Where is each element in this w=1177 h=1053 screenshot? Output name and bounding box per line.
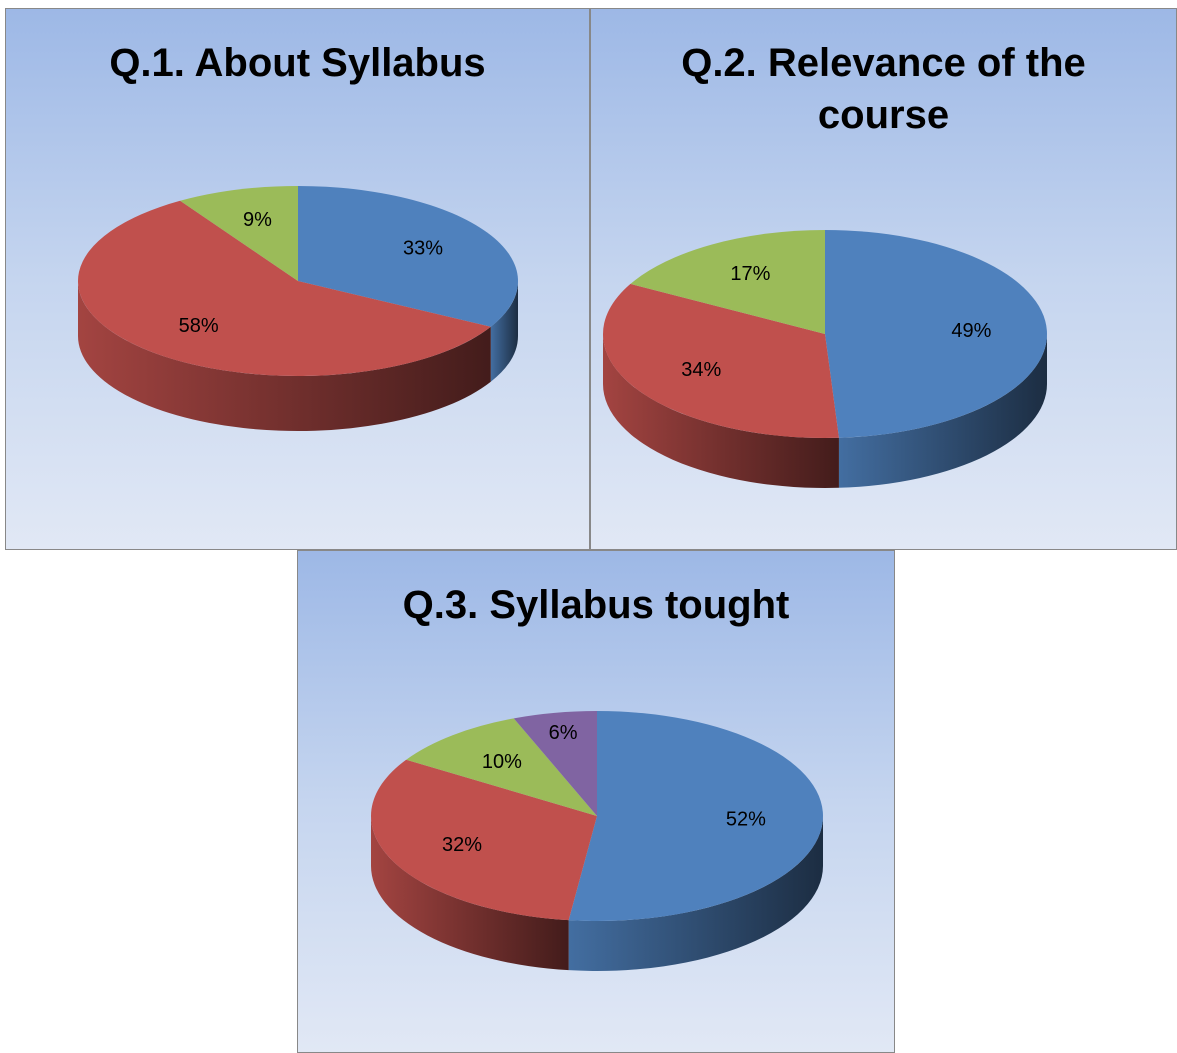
- chart-panel: 33% 58% 9% Q.1. About Syllabus: [5, 8, 590, 550]
- chart-title: Q.2. Relevance of the course: [681, 41, 1086, 137]
- data-label: 32%: [442, 834, 482, 856]
- data-label: 49%: [951, 320, 991, 342]
- data-label: 33%: [403, 237, 443, 259]
- data-label: 34%: [681, 359, 721, 381]
- data-label: 10%: [482, 751, 522, 773]
- data-label: 6%: [549, 722, 578, 744]
- pie-slice: [568, 711, 823, 921]
- pie-slice: [370, 759, 597, 921]
- pie-side: [838, 334, 1047, 488]
- pie-side: [77, 281, 491, 432]
- pie-slice: [77, 200, 491, 376]
- data-label: 17%: [730, 263, 770, 285]
- pie-side: [371, 816, 569, 971]
- pie-side: [490, 281, 518, 382]
- pie-chart: 49% 34% 17%: [603, 230, 1048, 488]
- chart-panel: 49% 34% 17% Q.2. Relevance of the course: [590, 8, 1177, 550]
- pie-chart: 52% 32% 10% 6%: [370, 711, 823, 971]
- pie-slice: [825, 230, 1048, 438]
- pie-slice: [513, 711, 597, 816]
- pie-slice: [603, 283, 839, 438]
- pie-slice: [406, 718, 597, 816]
- data-label: 52%: [726, 809, 766, 831]
- chart-title: Q.1. About Syllabus: [109, 41, 486, 85]
- pie-chart: 33% 58% 9%: [77, 186, 519, 432]
- chart-panel: 52% 32% 10% 6% Q.3. Syllabus tought: [297, 550, 895, 1053]
- data-label: 9%: [243, 209, 272, 231]
- pie-side: [603, 334, 839, 488]
- data-label: 58%: [179, 315, 219, 337]
- pie-side: [568, 816, 823, 971]
- pie-slice: [630, 230, 825, 334]
- chart-title: Q.3. Syllabus tought: [402, 583, 790, 627]
- pie-slice: [180, 186, 298, 281]
- pie-slice: [298, 186, 519, 327]
